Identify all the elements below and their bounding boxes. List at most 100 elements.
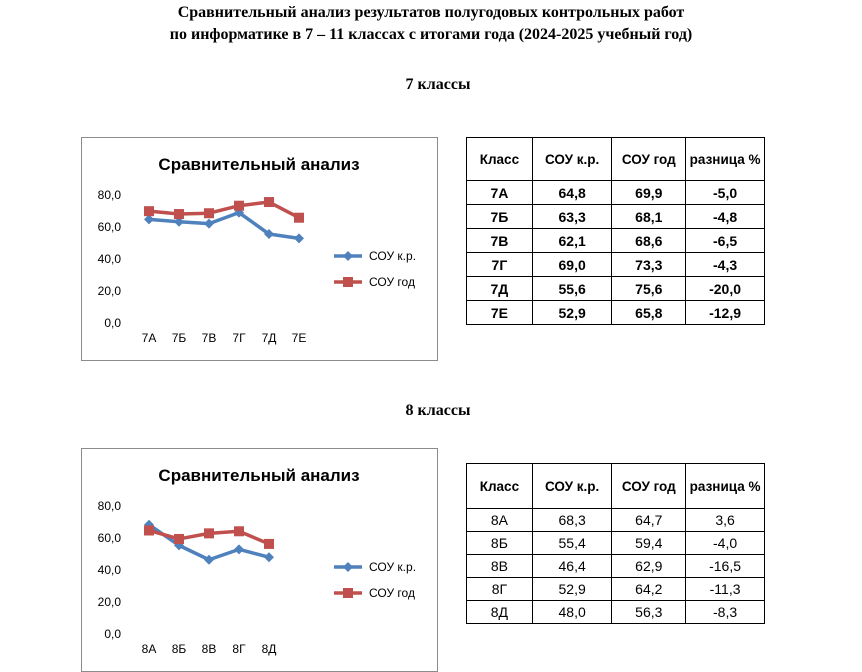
x-tick-label: 8Г	[232, 642, 246, 656]
cell-sou-kr: 63,3	[531, 204, 613, 229]
legend-label: СОУ год	[369, 586, 415, 600]
document-title: Сравнительный анализ результатов полугод…	[0, 2, 862, 46]
cell-diff: -12,9	[685, 300, 765, 325]
cell-diff: -11,3	[685, 577, 765, 601]
table-row: 8Б 55,4 59,4 -4,0	[466, 531, 765, 555]
data-point	[294, 212, 304, 223]
header-diff: разница %	[685, 137, 765, 181]
legend-label: СОУ год	[369, 275, 415, 289]
legend-item: СОУ к.р.	[334, 560, 416, 574]
cell-sou-god: 69,9	[611, 180, 687, 205]
table-header-row: Класс СОУ к.р. СОУ год разница %	[466, 463, 765, 509]
data-point	[264, 552, 274, 563]
cell-diff: -16,5	[685, 554, 765, 578]
cell-class: 8В	[466, 554, 533, 578]
data-point	[174, 540, 184, 551]
table-row: 7В 62,1 68,6 -6,5	[466, 228, 765, 253]
cell-sou-kr: 46,4	[531, 554, 613, 578]
section-heading-8: 8 классы	[405, 402, 471, 419]
chart-7-classes: Сравнительный анализ 0,0 20,0 40,0 60,0 80,0 7…	[81, 137, 438, 361]
chart-title: Сравнительный анализ	[158, 466, 359, 485]
data-point	[174, 533, 184, 544]
table-row: 7Г 69,0 73,3 -4,3	[466, 252, 765, 277]
series-line	[148, 200, 300, 220]
table-row: 7Б 63,3 68,1 -4,8	[466, 204, 765, 229]
data-point	[144, 525, 154, 536]
table-7-classes: Класс СОУ к.р. СОУ год разница % 7А 64,8…	[466, 137, 765, 325]
header-class: Класс	[466, 463, 533, 509]
x-tick-label: 7Д	[262, 331, 277, 345]
header-diff: разница %	[685, 463, 765, 509]
legend-label: СОУ к.р.	[369, 560, 416, 574]
data-point	[144, 214, 154, 225]
cell-sou-god: 64,2	[611, 577, 687, 601]
cell-class: 7А	[466, 180, 533, 205]
chart-8-classes: Сравнительный анализ 0,0 20,0 40,0 60,0 80,0 8…	[81, 448, 438, 672]
cell-diff: -4,0	[685, 531, 765, 555]
title-line-2: по информатике в 7 – 11 классах с итогам…	[169, 26, 693, 43]
series-1	[144, 207, 304, 244]
series-2	[144, 525, 274, 549]
header-class: Класс	[466, 137, 533, 181]
cell-sou-kr: 64,8	[531, 180, 613, 205]
chart-svg: Сравнительный анализ 0,0 20,0 40,0 60,0 80,0 7…	[98, 155, 416, 345]
x-tick-label: 7В	[202, 331, 217, 345]
legend-item: СОУ год	[334, 586, 415, 600]
cell-class: 7Б	[466, 204, 533, 229]
cell-diff: -20,0	[685, 276, 765, 301]
x-tick-label: 7Б	[172, 331, 187, 345]
table-row: 7А 64,8 69,9 -5,0	[466, 180, 765, 205]
cell-class: 7Г	[466, 252, 533, 277]
cell-diff: 3,6	[685, 508, 765, 532]
data-point	[343, 277, 353, 287]
cell-diff: -5,0	[685, 180, 765, 205]
series-1	[144, 519, 274, 565]
x-tick-label: 7А	[142, 331, 157, 345]
cell-sou-kr: 68,3	[531, 508, 613, 532]
chart-title: Сравнительный анализ	[158, 155, 359, 174]
cell-sou-kr: 52,9	[531, 577, 613, 601]
cell-class: 8Г	[466, 577, 533, 601]
table-header-row: Класс СОУ к.р. СОУ год разница %	[466, 137, 765, 181]
data-point	[294, 233, 304, 244]
y-tick-label: 0,0	[104, 316, 121, 330]
data-point	[144, 206, 154, 217]
cell-sou-kr: 69,0	[531, 252, 613, 277]
y-tick-label: 60,0	[98, 531, 122, 545]
cell-sou-god: 56,3	[611, 600, 687, 624]
y-tick-label: 40,0	[98, 563, 122, 577]
x-tick-label: 8А	[142, 642, 157, 656]
table-row: 8Д 48,0 56,3 -8,3	[466, 600, 765, 624]
data-point	[343, 251, 353, 261]
table-8-classes: Класс СОУ к.р. СОУ год разница % 8А 68,3…	[466, 463, 765, 624]
y-tick-label: 0,0	[104, 627, 121, 641]
cell-class: 7Е	[466, 300, 533, 325]
x-tick-label: 8Б	[172, 642, 187, 656]
data-point	[234, 526, 244, 537]
cell-class: 7Д	[466, 276, 533, 301]
data-point	[264, 538, 274, 549]
cell-sou-god: 64,7	[611, 508, 687, 532]
legend-label: СОУ к.р.	[369, 249, 416, 263]
cell-class: 8Д	[466, 600, 533, 624]
data-point	[204, 554, 214, 565]
data-point	[343, 588, 353, 598]
y-tick-label: 20,0	[98, 595, 122, 609]
data-point	[174, 209, 184, 220]
cell-sou-kr: 62,1	[531, 228, 613, 253]
cell-diff: -6,5	[685, 228, 765, 253]
x-tick-label: 7Г	[232, 331, 246, 345]
cell-class: 8Б	[466, 531, 533, 555]
y-tick-label: 80,0	[98, 499, 122, 513]
table-row: 7Е 52,9 65,8 -12,9	[466, 300, 765, 325]
header-sou-god: СОУ год	[611, 463, 687, 509]
header-sou-god: СОУ год	[611, 137, 687, 181]
cell-class: 8А	[466, 508, 533, 532]
cell-sou-god: 73,3	[611, 252, 687, 277]
cell-sou-kr: 48,0	[531, 600, 613, 624]
x-tick-label: 8В	[202, 642, 217, 656]
cell-class: 7В	[466, 228, 533, 253]
table-row: 7Д 55,6 75,6 -20,0	[466, 276, 765, 301]
data-point	[174, 216, 184, 227]
cell-sou-god: 68,6	[611, 228, 687, 253]
